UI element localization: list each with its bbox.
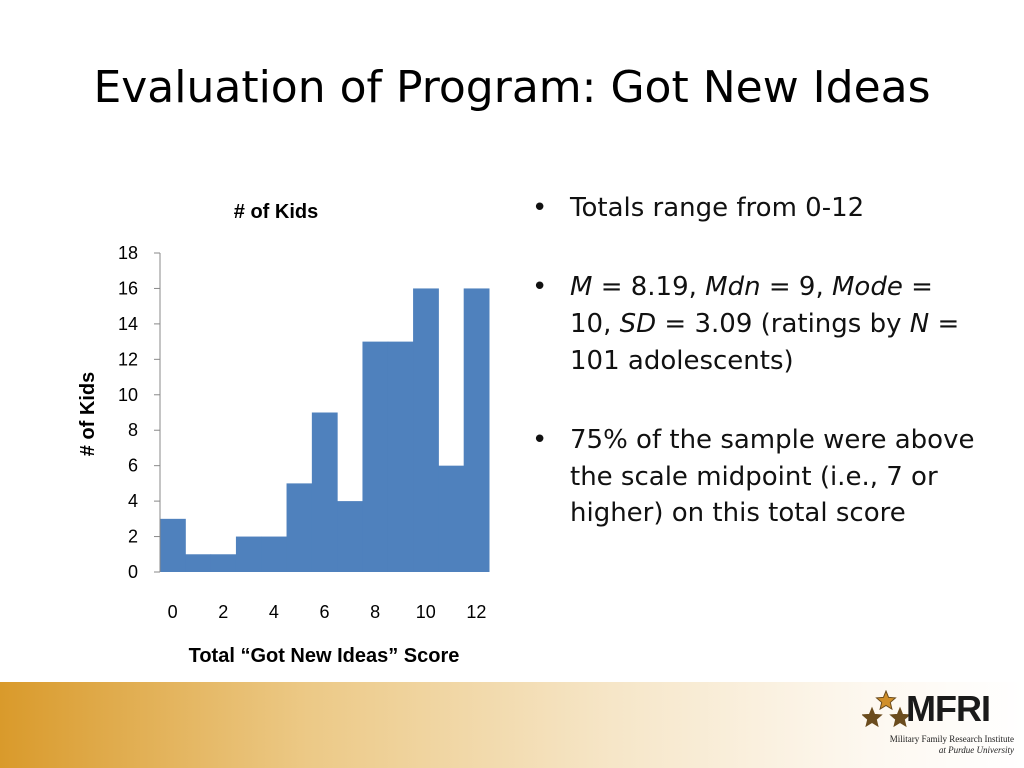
- slide-title: Evaluation of Program: Got New Ideas: [93, 62, 931, 113]
- footer-gradient-band: [0, 682, 1024, 768]
- y-tick-label: 8: [128, 420, 138, 440]
- bar-score-9: [387, 341, 414, 572]
- chart-title: # of Kids: [234, 201, 318, 223]
- bar-score-6: [311, 412, 338, 572]
- bullet-marker: •: [532, 271, 548, 302]
- y-tick-label: 16: [118, 278, 138, 298]
- bar-score-3: [235, 536, 262, 572]
- x-tick-label: 12: [466, 602, 486, 622]
- x-tick-label: 0: [168, 602, 178, 622]
- y-tick-label: 12: [118, 349, 138, 369]
- bullet-italic-term: N: [909, 308, 930, 339]
- y-tick-label: 14: [118, 314, 138, 334]
- logo-affiliation: at Purdue University: [938, 745, 1014, 755]
- bullet-text: = 9,: [760, 271, 832, 302]
- x-tick-label: 10: [416, 602, 436, 622]
- stars-icon: [862, 690, 910, 728]
- y-tick-label: 10: [118, 385, 138, 405]
- bullet-text: = 10,: [570, 271, 933, 339]
- y-axis-label: # of Kids: [77, 372, 99, 456]
- bar-score-12: [463, 288, 490, 572]
- bullet-marker: •: [532, 424, 548, 455]
- bar-score-5: [286, 483, 313, 572]
- logo-org-name: Military Family Research Institute: [889, 734, 1014, 744]
- y-tick-label: 6: [128, 456, 138, 476]
- bar-score-7: [337, 501, 363, 572]
- x-tick-label: 2: [218, 602, 228, 622]
- bullet-italic-term: SD: [619, 308, 657, 339]
- mfri-logo: MFRI Military Family Research Institute …: [862, 688, 1014, 762]
- logo-wordmark: MFRI: [906, 688, 991, 729]
- x-tick-label: 4: [269, 602, 279, 622]
- histogram-chart: # of Kids # of Kids Total “Got New Ideas…: [77, 201, 490, 667]
- star-icon: [875, 690, 897, 711]
- x-tick-labels: 0 2 4 6 8 10 12: [168, 602, 487, 622]
- bars-group: [160, 288, 490, 572]
- star-icon: [862, 706, 883, 728]
- bullet-italic-term: Mode: [831, 271, 903, 302]
- bullet-italic-term: Mdn: [705, 271, 761, 302]
- bullet-text: 75% of the sample were above the scale m…: [570, 424, 975, 529]
- bullet-item: • 75% of the sample were above the scale …: [532, 422, 982, 533]
- bar-score-4: [261, 536, 288, 572]
- y-tick-labels: 0 2 4 6 8 10 12 14 16 18: [118, 243, 160, 582]
- x-tick-label: 8: [370, 602, 380, 622]
- bar-score-0: [160, 518, 186, 572]
- bar-score-2: [210, 554, 237, 572]
- y-tick-label: 2: [128, 527, 138, 547]
- bullet-item: • M = 8.19, Mdn = 9, Mode = 10, SD = 3.09…: [532, 269, 982, 380]
- bullet-text: = 8.19,: [592, 271, 706, 302]
- y-tick-label: 0: [128, 562, 138, 582]
- bar-score-10: [413, 288, 439, 572]
- x-tick-label: 6: [319, 602, 329, 622]
- y-tick-label: 4: [128, 491, 138, 511]
- bullet-item: • Totals range from 0-12: [532, 190, 982, 227]
- bullet-text: = 3.09 (ratings by: [656, 308, 910, 339]
- bar-score-8: [362, 341, 389, 572]
- x-axis-label: Total “Got New Ideas” Score: [189, 645, 460, 667]
- bullet-italic-term: M: [570, 271, 593, 302]
- bullet-marker: •: [532, 193, 548, 223]
- star-icon: [889, 706, 910, 728]
- bar-score-11: [438, 465, 465, 572]
- bullet-text: = 101 adolescents): [570, 308, 960, 376]
- bar-score-1: [185, 554, 212, 572]
- bullet-list: • Totals range from 0-12 • M = 8.19, Mdn = …: [532, 190, 982, 574]
- y-tick-label: 18: [118, 243, 138, 263]
- bullet-text: Totals range from 0-12: [570, 193, 865, 223]
